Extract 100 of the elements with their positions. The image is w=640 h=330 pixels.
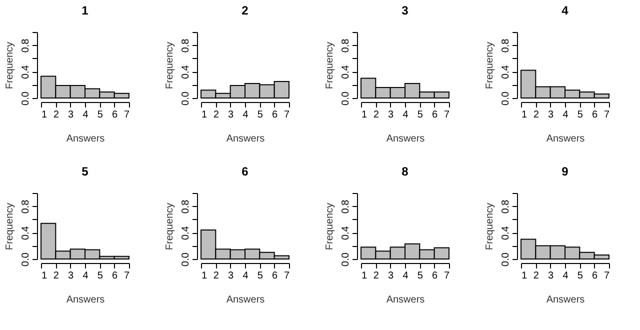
x-tick-label: 3 xyxy=(228,270,234,282)
x-tick-label: 1 xyxy=(42,270,48,282)
x-tick-label: 1 xyxy=(202,110,208,120)
chart-title: 5 xyxy=(82,164,89,178)
y-tick-label: 0.8 xyxy=(500,199,512,214)
y-axis-title: Frequency xyxy=(164,42,176,90)
x-axis-title: Answers xyxy=(386,134,425,144)
y-tick-label: 0.4 xyxy=(340,64,352,80)
x-axis-title: Answers xyxy=(226,134,265,144)
x-tick-label: 2 xyxy=(213,270,220,282)
x-tick-label: 5 xyxy=(97,110,104,120)
x-tick-label: 7 xyxy=(604,110,610,120)
x-tick-label: 5 xyxy=(577,270,584,282)
y-tick-label: 0.4 xyxy=(180,64,192,80)
y-tick-label: 0.8 xyxy=(500,38,512,53)
x-axis-title: Answers xyxy=(546,294,585,306)
y-axis-title: Frequency xyxy=(4,42,16,90)
y-tick-label: 0.0 xyxy=(180,252,192,266)
x-tick-label: 4 xyxy=(82,270,89,282)
x-tick-label: 7 xyxy=(284,270,290,282)
y-tick-label: 0.4 xyxy=(20,64,32,80)
x-tick-label: 5 xyxy=(417,110,424,120)
y-tick-label: 0.0 xyxy=(180,91,192,106)
x-tick-label: 3 xyxy=(548,270,554,282)
y-tick-label: 0.0 xyxy=(20,91,32,106)
x-tick-label: 5 xyxy=(97,270,104,282)
y-tick-label: 0.8 xyxy=(340,38,352,53)
x-tick-label: 2 xyxy=(213,110,220,120)
x-tick-label: 6 xyxy=(432,270,438,282)
x-tick-label: 7 xyxy=(604,270,610,282)
y-tick-label: 0.0 xyxy=(500,252,512,266)
x-tick-label: 2 xyxy=(373,110,380,120)
x-tick-label: 5 xyxy=(257,270,264,282)
x-tick-label: 4 xyxy=(402,110,409,120)
x-axis-title: Answers xyxy=(226,294,265,306)
x-tick-label: 5 xyxy=(577,110,584,120)
chart-title: 6 xyxy=(242,164,249,178)
x-tick-label: 7 xyxy=(444,270,450,282)
x-axis-title: Answers xyxy=(66,294,105,306)
x-tick-label: 4 xyxy=(242,270,249,282)
x-tick-label: 3 xyxy=(68,270,74,282)
x-tick-label: 2 xyxy=(533,110,540,120)
x-tick-label: 3 xyxy=(388,110,394,120)
x-tick-label: 4 xyxy=(562,110,569,120)
x-axis-title: Answers xyxy=(386,294,425,306)
x-tick-label: 6 xyxy=(592,110,598,120)
x-tick-label: 1 xyxy=(362,270,368,282)
x-tick-label: 5 xyxy=(257,110,264,120)
x-tick-label: 3 xyxy=(228,110,234,120)
x-tick-label: 7 xyxy=(124,110,130,120)
x-tick-label: 4 xyxy=(242,110,249,120)
x-tick-label: 7 xyxy=(444,110,450,120)
x-tick-label: 6 xyxy=(112,110,118,120)
x-tick-label: 1 xyxy=(522,270,528,282)
y-axis-title: Frequency xyxy=(484,42,496,90)
x-tick-label: 2 xyxy=(533,270,540,282)
y-tick-label: 0.4 xyxy=(180,226,192,240)
x-tick-label: 4 xyxy=(82,110,89,120)
x-tick-label: 6 xyxy=(112,270,118,282)
x-tick-label: 1 xyxy=(202,270,208,282)
y-tick-label: 0.8 xyxy=(340,199,352,214)
x-tick-label: 6 xyxy=(592,270,598,282)
chart-title: 2 xyxy=(242,4,249,18)
x-tick-label: 6 xyxy=(272,110,278,120)
y-tick-label: 0.8 xyxy=(20,38,32,53)
y-tick-label: 0.0 xyxy=(500,91,512,106)
x-tick-label: 6 xyxy=(272,270,278,282)
x-tick-label: 3 xyxy=(68,110,74,120)
x-axis-title: Answers xyxy=(546,134,585,144)
x-tick-label: 3 xyxy=(388,270,394,282)
x-tick-label: 2 xyxy=(373,270,380,282)
y-axis-title: Frequency xyxy=(324,42,336,90)
y-tick-label: 0.4 xyxy=(340,226,352,240)
x-tick-label: 1 xyxy=(42,110,48,120)
y-tick-label: 0.4 xyxy=(20,226,32,240)
y-axis-title: Frequency xyxy=(164,202,176,250)
chart-title: 3 xyxy=(402,4,409,18)
chart-title: 4 xyxy=(562,4,569,18)
y-axis-title: Frequency xyxy=(324,202,336,250)
x-tick-label: 4 xyxy=(402,270,409,282)
x-axis-title: Answers xyxy=(66,134,105,144)
chart-title: 9 xyxy=(562,164,569,178)
y-tick-label: 0.4 xyxy=(500,226,512,240)
chart-title: 8 xyxy=(402,164,409,178)
x-tick-label: 7 xyxy=(284,110,290,120)
x-tick-label: 5 xyxy=(417,270,424,282)
y-tick-label: 0.8 xyxy=(20,199,32,214)
x-tick-label: 4 xyxy=(562,270,569,282)
y-tick-label: 0.0 xyxy=(340,91,352,106)
x-tick-label: 2 xyxy=(53,270,60,282)
y-tick-label: 0.8 xyxy=(180,38,192,53)
y-tick-label: 0.4 xyxy=(500,64,512,80)
chart-title: 1 xyxy=(82,4,89,18)
x-tick-label: 6 xyxy=(432,110,438,120)
x-tick-label: 1 xyxy=(522,110,528,120)
x-tick-label: 3 xyxy=(548,110,554,120)
x-tick-label: 7 xyxy=(124,270,130,282)
y-tick-label: 0.0 xyxy=(20,252,32,266)
x-tick-label: 2 xyxy=(53,110,60,120)
y-axis-title: Frequency xyxy=(484,202,496,250)
